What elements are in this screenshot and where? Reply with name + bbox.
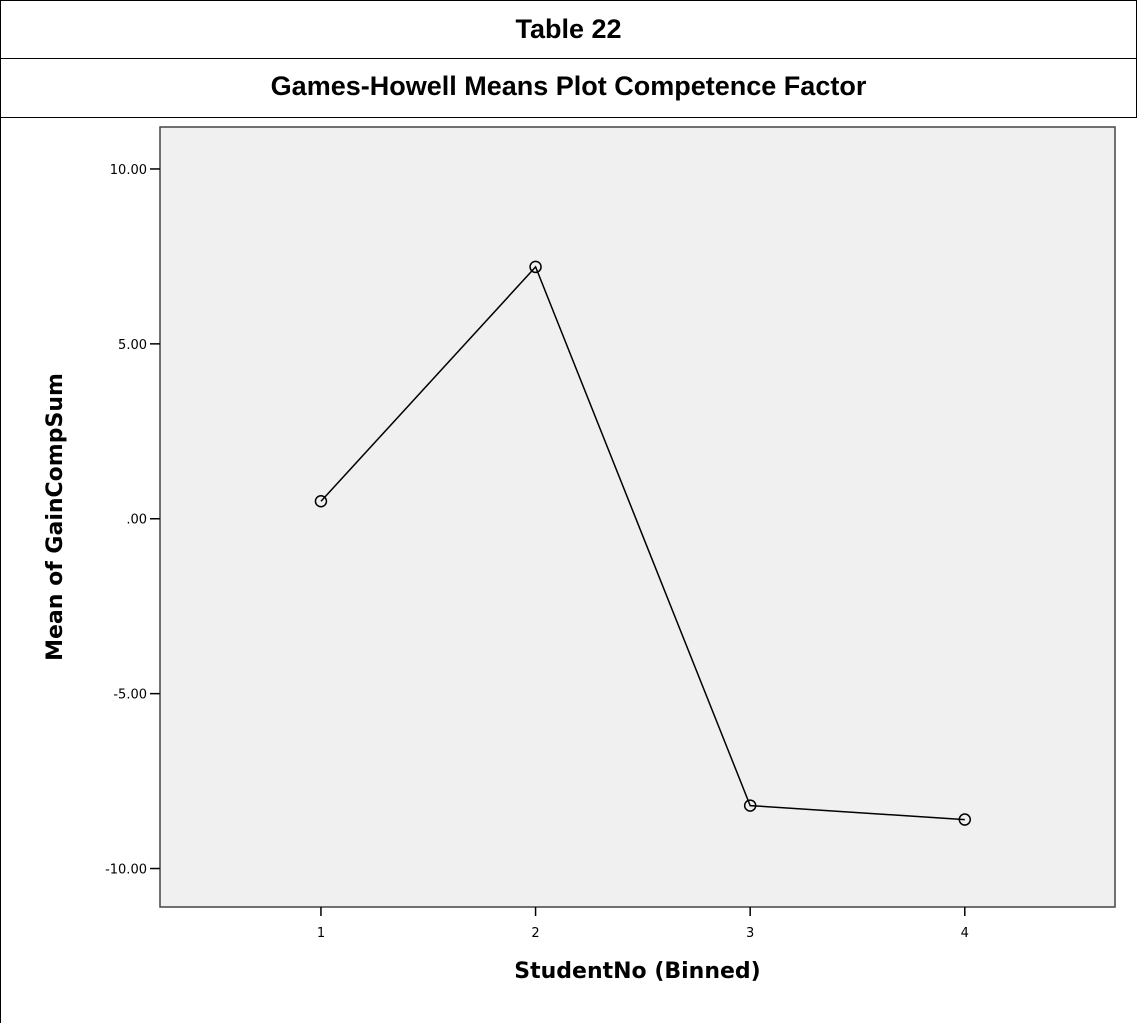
x-axis-title: StudentNo (Binned) (514, 959, 760, 984)
subtitle-divider (0, 117, 1137, 118)
x-tick-label: 1 (317, 926, 325, 941)
y-axis-title: Mean of GainCompSum (43, 373, 68, 661)
table-top-border (0, 0, 1137, 1)
x-tick-label: 3 (746, 926, 754, 941)
data-point (958, 813, 972, 826)
y-tick-label: -10.00 (105, 863, 147, 878)
table-subtitle: Games-Howell Means Plot Competence Facto… (270, 71, 867, 101)
data-point (743, 799, 757, 812)
data-point (529, 260, 542, 274)
y-tick-label: .00 (126, 513, 147, 528)
table-title: Table 22 (515, 14, 622, 44)
data-point (314, 495, 328, 508)
y-tick-label: 10.00 (110, 163, 147, 178)
plot-area (159, 126, 1116, 908)
x-tick-label: 2 (531, 926, 539, 941)
y-tick-label: -5.00 (113, 688, 147, 703)
y-tick-label: 5.00 (118, 338, 147, 353)
series-line (320, 265, 965, 821)
x-tick-label: 4 (961, 926, 969, 941)
table-left-border (0, 0, 1, 1023)
title-divider (0, 58, 1137, 59)
